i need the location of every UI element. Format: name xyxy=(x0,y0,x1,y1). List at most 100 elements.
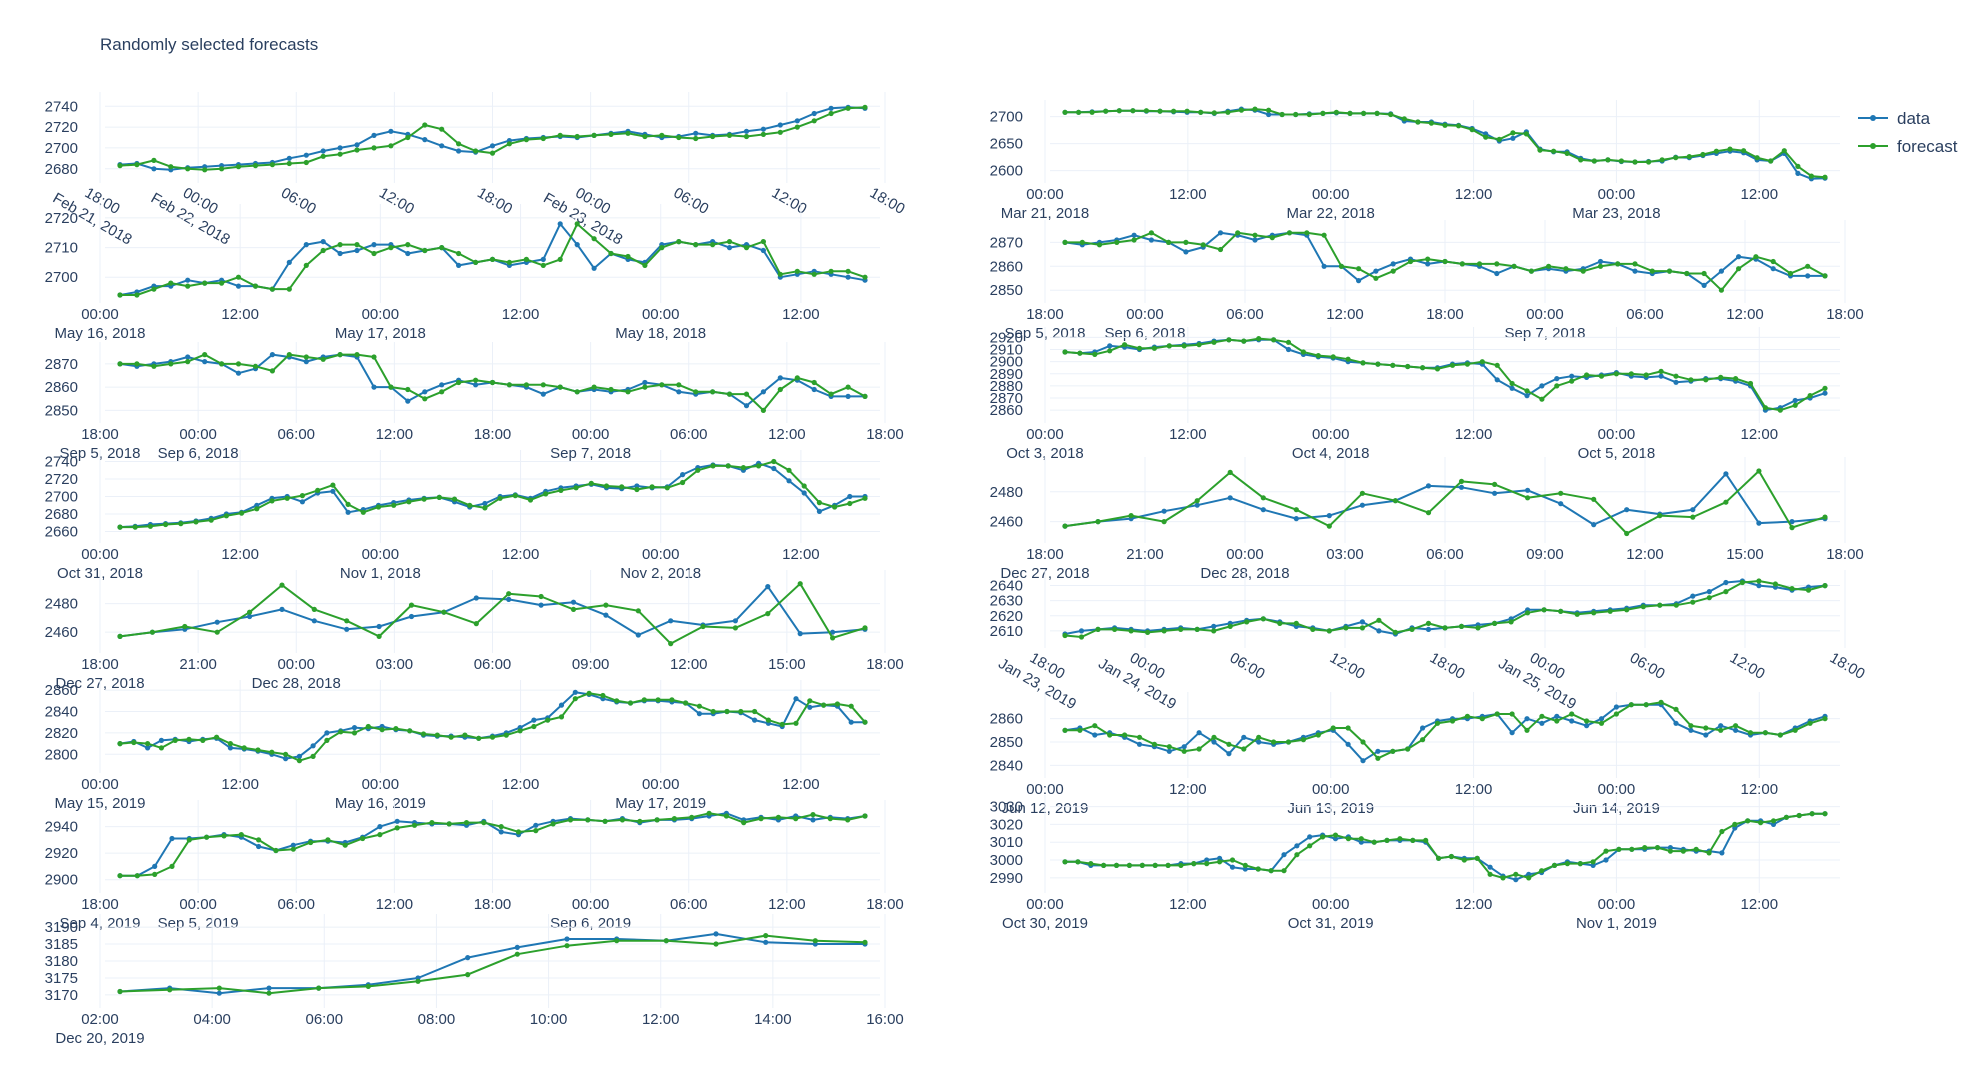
data-point-forecast[interactable] xyxy=(1569,378,1575,384)
data-point-forecast[interactable] xyxy=(489,256,496,262)
data-point-forecast[interactable] xyxy=(642,133,648,140)
data-point-forecast[interactable] xyxy=(406,499,412,505)
data-point-forecast[interactable] xyxy=(693,389,699,395)
series-line-data[interactable] xyxy=(1065,812,1825,881)
data-point-forecast[interactable] xyxy=(1700,151,1706,158)
data-point-forecast[interactable] xyxy=(1255,866,1261,872)
data-point-forecast[interactable] xyxy=(1434,366,1441,372)
data-point-data[interactable] xyxy=(279,606,285,613)
data-point-forecast[interactable] xyxy=(1360,739,1366,745)
data-point-forecast[interactable] xyxy=(1492,620,1498,627)
data-point-data[interactable] xyxy=(845,393,851,399)
data-point-forecast[interactable] xyxy=(247,609,253,615)
data-point-data[interactable] xyxy=(235,370,242,376)
data-point-forecast[interactable] xyxy=(1388,111,1394,118)
data-point-data[interactable] xyxy=(1598,716,1605,722)
data-point-data[interactable] xyxy=(538,602,544,608)
data-point-forecast[interactable] xyxy=(1390,268,1396,274)
data-point-data[interactable] xyxy=(1345,741,1351,747)
data-point-forecast[interactable] xyxy=(393,726,399,732)
data-point-forecast[interactable] xyxy=(1713,148,1719,154)
data-point-forecast[interactable] xyxy=(1483,134,1489,140)
data-point-forecast[interactable] xyxy=(269,749,275,755)
data-point-forecast[interactable] xyxy=(235,164,242,170)
data-point-forecast[interactable] xyxy=(760,131,767,137)
data-point-forecast[interactable] xyxy=(1279,111,1285,118)
data-point-forecast[interactable] xyxy=(710,242,716,248)
data-point-forecast[interactable] xyxy=(1513,871,1519,877)
data-point-forecast[interactable] xyxy=(186,837,192,843)
data-point-data[interactable] xyxy=(1554,713,1560,719)
data-point-forecast[interactable] xyxy=(1266,107,1272,113)
data-point-data[interactable] xyxy=(1584,723,1590,729)
data-point-forecast[interactable] xyxy=(360,509,366,515)
data-point-data[interactable] xyxy=(1242,866,1248,872)
data-point-forecast[interactable] xyxy=(1628,702,1634,708)
data-point-forecast[interactable] xyxy=(256,837,262,843)
series-line-forecast[interactable] xyxy=(1065,108,1826,179)
data-point-data[interactable] xyxy=(299,499,305,505)
data-point-data[interactable] xyxy=(1822,390,1828,396)
data-point-data[interactable] xyxy=(283,756,289,762)
data-point-data[interactable] xyxy=(456,148,462,154)
data-point-forecast[interactable] xyxy=(1304,230,1310,236)
data-point-data[interactable] xyxy=(693,130,699,136)
data-point-forecast[interactable] xyxy=(185,283,191,289)
data-point-forecast[interactable] xyxy=(625,253,631,260)
data-point-forecast[interactable] xyxy=(1777,407,1783,413)
data-point-forecast[interactable] xyxy=(1107,348,1113,354)
data-point-forecast[interactable] xyxy=(608,131,614,137)
data-point-forecast[interactable] xyxy=(223,513,229,519)
data-point-data[interactable] xyxy=(1688,727,1694,733)
data-point-forecast[interactable] xyxy=(1181,343,1187,349)
data-point-forecast[interactable] xyxy=(689,814,695,820)
data-point-forecast[interactable] xyxy=(405,134,411,141)
data-point-forecast[interactable] xyxy=(1511,263,1517,269)
data-point-forecast[interactable] xyxy=(1563,266,1569,272)
data-point-forecast[interactable] xyxy=(1487,871,1493,877)
data-point-forecast[interactable] xyxy=(1122,342,1128,348)
series-line-forecast[interactable] xyxy=(119,582,866,645)
data-point-forecast[interactable] xyxy=(1646,159,1652,165)
data-point-forecast[interactable] xyxy=(1632,159,1638,165)
data-point-forecast[interactable] xyxy=(1320,834,1326,840)
data-point-forecast[interactable] xyxy=(1307,843,1313,849)
data-point-forecast[interactable] xyxy=(1178,626,1184,633)
data-point-data[interactable] xyxy=(256,843,262,850)
data-point-forecast[interactable] xyxy=(238,832,244,838)
data-point-forecast[interactable] xyxy=(473,259,479,265)
data-point-forecast[interactable] xyxy=(388,143,394,149)
data-point-forecast[interactable] xyxy=(588,480,594,486)
data-point-forecast[interactable] xyxy=(219,166,225,172)
data-point-forecast[interactable] xyxy=(1356,266,1362,272)
data-point-forecast[interactable] xyxy=(1494,711,1500,717)
data-point-forecast[interactable] xyxy=(1762,405,1768,411)
data-point-forecast[interactable] xyxy=(743,391,750,397)
data-point-forecast[interactable] xyxy=(743,245,750,251)
data-point-forecast[interactable] xyxy=(862,393,868,399)
data-point-forecast[interactable] xyxy=(117,524,123,530)
data-point-forecast[interactable] xyxy=(531,723,537,730)
data-point-forecast[interactable] xyxy=(1374,110,1380,116)
data-point-forecast[interactable] xyxy=(1211,110,1217,116)
data-point-data[interactable] xyxy=(320,148,326,154)
data-point-forecast[interactable] xyxy=(1077,350,1083,356)
data-point-forecast[interactable] xyxy=(451,496,458,502)
data-point-forecast[interactable] xyxy=(337,151,343,157)
data-point-forecast[interactable] xyxy=(415,978,421,984)
data-point-forecast[interactable] xyxy=(1673,373,1679,379)
data-point-forecast[interactable] xyxy=(1442,625,1448,631)
data-point-forecast[interactable] xyxy=(1807,720,1813,726)
data-point-forecast[interactable] xyxy=(591,132,597,138)
data-point-data[interactable] xyxy=(676,389,682,395)
data-point-data[interactable] xyxy=(1805,273,1811,279)
data-point-data[interactable] xyxy=(591,265,597,271)
data-point-forecast[interactable] xyxy=(1338,263,1344,269)
data-point-forecast[interactable] xyxy=(489,734,496,740)
data-point-data[interactable] xyxy=(311,618,317,624)
data-point-forecast[interactable] xyxy=(1345,725,1351,731)
data-point-forecast[interactable] xyxy=(286,160,292,167)
data-point-forecast[interactable] xyxy=(365,983,371,990)
data-point-forecast[interactable] xyxy=(1166,744,1172,750)
data-point-forecast[interactable] xyxy=(376,633,382,640)
